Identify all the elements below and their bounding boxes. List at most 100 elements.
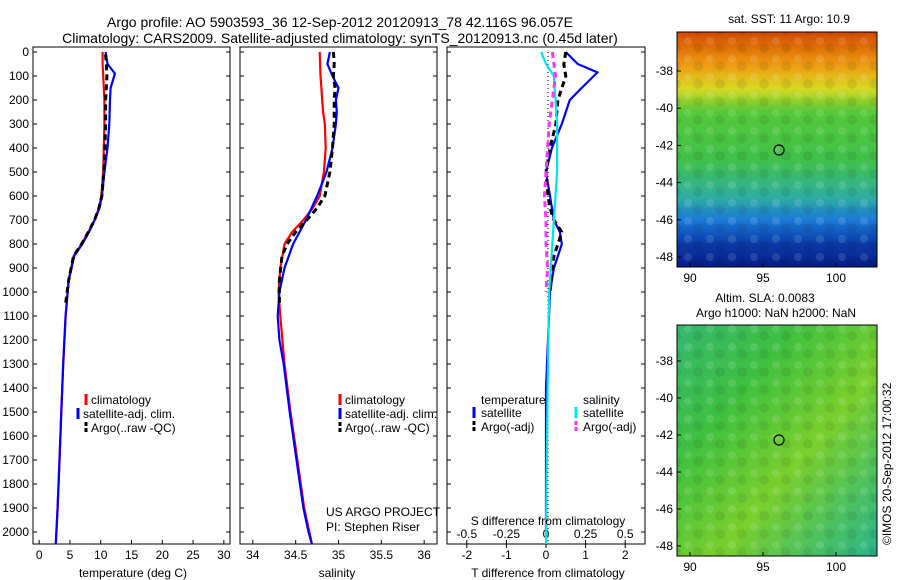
depth-tick-label: 300 — [9, 117, 29, 131]
sla-y-axis: -38 -40 -42 -44 -46 -48 — [656, 354, 681, 553]
project-name: US ARGO PROJECT — [326, 505, 441, 519]
sal-series-group — [276, 51, 340, 545]
temp-legend: climatology satellite-adj. clim. Argo(..… — [76, 393, 176, 435]
x-tick-label: 36 — [417, 548, 431, 562]
x-tick-label: 0 — [543, 548, 550, 562]
diff-legend-label-sal-sat: satellite — [583, 406, 624, 420]
temp-legend-label-satellite: satellite-adj. clim. — [83, 407, 175, 421]
series-line-temperature-satellite — [544, 51, 599, 532]
depth-tick-label: 400 — [9, 141, 29, 155]
sst-map-texture — [677, 32, 877, 267]
depth-tick-label: 800 — [9, 237, 29, 251]
sal-depth-ticks — [240, 51, 437, 533]
depth-tick-label: 1300 — [2, 357, 29, 371]
map-x-tick-label: 95 — [756, 560, 770, 574]
x-tick-label: 15 — [125, 548, 139, 562]
x-tick-label: 35 — [332, 548, 346, 562]
sal-legend: climatology satellite-adj. clim. Argo(..… — [338, 393, 437, 435]
x-tick-label: 34 — [246, 548, 260, 562]
map-y-tick-label: -48 — [656, 250, 674, 264]
diff-top-label: S difference from climatology — [471, 514, 626, 528]
depth-tick-label: 0 — [22, 45, 29, 59]
sal-panel-frame — [239, 46, 438, 545]
depth-tick-label: 1400 — [2, 381, 29, 395]
series-line-salinity-argo-adj- — [542, 51, 557, 293]
x-tick-label: 20 — [156, 548, 170, 562]
temp-x-axis: 0 5 10 15 20 25 30 — [36, 540, 231, 562]
map-x-tick-label: 90 — [683, 271, 697, 285]
sst-argo-location-marker — [773, 144, 785, 156]
chart-title-line1: Argo profile: AO 5903593_36 12-Sep-2012 … — [106, 14, 573, 30]
x-tick-label: 34.5 — [284, 548, 308, 562]
depth-tick-label: 2000 — [2, 525, 29, 539]
map-y-tick-label: -44 — [656, 176, 674, 190]
sst-map-title: sat. SST: 11 Argo: 10.9 — [728, 12, 850, 26]
depth-tick-label: 600 — [9, 189, 29, 203]
map-y-tick-label: -38 — [656, 64, 674, 78]
temp-legend-label-argo: Argo(..raw -QC) — [91, 421, 176, 435]
x-tick-label: 10 — [94, 548, 108, 562]
map-x-tick-label: 100 — [826, 271, 846, 285]
depth-tick-label: 1000 — [2, 285, 29, 299]
depth-tick-label: 700 — [9, 213, 29, 227]
temp-legend-label-climatology: climatology — [91, 393, 151, 407]
diff-legend-label-temp-argo: Argo(-adj) — [481, 420, 534, 434]
map-x-tick-label: 90 — [683, 560, 697, 574]
x-tick-label: -1 — [501, 548, 512, 562]
map-y-tick-label: -46 — [656, 213, 674, 227]
sla-map-title-line1: Altim. SLA: 0.0083 — [715, 291, 815, 305]
sla-map-title-line2: Argo h1000: NaN h2000: NaN — [696, 306, 856, 320]
sla-map-texture — [677, 325, 877, 556]
depth-tick-label: 1200 — [2, 333, 29, 347]
map-y-tick-label: -42 — [656, 428, 674, 442]
series-line-satellite-adj-clim- — [276, 51, 340, 545]
x-tick-label: 35.5 — [370, 548, 394, 562]
depth-tick-label: 1700 — [2, 453, 29, 467]
sst-y-axis: -38 -40 -42 -44 -46 -48 — [656, 64, 681, 264]
series-line-temperature-argo-adj- — [544, 51, 568, 293]
depth-tick-label: 1800 — [2, 477, 29, 491]
x-tick-label: 30 — [217, 548, 231, 562]
x-tick-label: -2 — [461, 548, 472, 562]
depth-tick-label: 1600 — [2, 429, 29, 443]
chart-title-line2: Climatology: CARS2009. Satellite-adjuste… — [62, 30, 618, 46]
sst-x-axis: 90 95 100 — [683, 263, 846, 285]
temp-series-group — [54, 51, 117, 545]
depth-tick-label: 1900 — [2, 501, 29, 515]
map-y-tick-label: -46 — [656, 502, 674, 516]
diff-top-axis: -0.5 -0.25 0 0.25 0.5 — [456, 527, 634, 548]
map-y-tick-label: -38 — [656, 354, 674, 368]
sla-x-axis: 90 95 100 — [683, 552, 846, 574]
diff-legend-title-salinity: salinity — [583, 393, 620, 407]
map-x-tick-label: 100 — [826, 560, 846, 574]
map-y-tick-label: -40 — [656, 391, 674, 405]
x-tick-label: 5 — [67, 548, 74, 562]
sal-legend-label-satellite: satellite-adj. clim. — [345, 407, 437, 421]
sla-argo-location-marker — [773, 434, 785, 446]
project-pi: PI: Stephen Riser — [326, 520, 420, 534]
map-y-tick-label: -40 — [656, 101, 674, 115]
x-tick-label: 0.25 — [574, 527, 598, 541]
sal-xlabel: salinity — [319, 566, 356, 580]
map-y-tick-label: -48 — [656, 539, 674, 553]
diff-legend: temperature salinity satellite Argo(-adj… — [472, 393, 636, 434]
x-tick-label: 1 — [582, 548, 589, 562]
x-tick-label: -0.25 — [493, 527, 521, 541]
series-line-argo-raw-qc- — [277, 51, 337, 304]
series-line-argo-raw-qc- — [64, 54, 109, 305]
temp-panel-frame — [32, 46, 231, 545]
sal-legend-label-argo: Argo(..raw -QC) — [345, 421, 430, 435]
diff-xlabel: T difference from climatology — [471, 566, 625, 580]
depth-tick-label: 1500 — [2, 405, 29, 419]
sal-x-axis: 34 34.5 35 35.5 36 — [246, 540, 431, 562]
x-tick-label: 0 — [36, 548, 43, 562]
x-tick-label: 0.5 — [617, 527, 634, 541]
x-tick-label: 25 — [186, 548, 200, 562]
diff-legend-label-temp-sat: satellite — [481, 406, 522, 420]
diff-legend-title-temperature: temperature — [481, 393, 546, 407]
depth-tick-label: 500 — [9, 165, 29, 179]
temp-depth-axis: 0 100 200 300 400 500 600 700 800 900 1000 1100 1200… — [2, 45, 230, 539]
map-y-tick-label: -44 — [656, 465, 674, 479]
temp-xlabel: temperature (deg C) — [79, 566, 187, 580]
sal-legend-label-climatology: climatology — [345, 393, 405, 407]
